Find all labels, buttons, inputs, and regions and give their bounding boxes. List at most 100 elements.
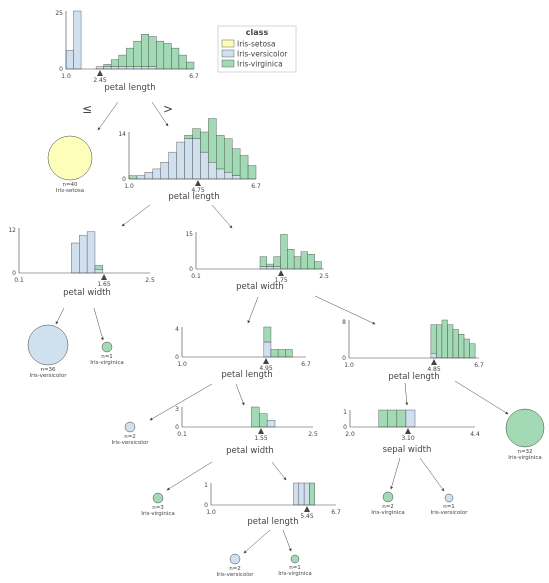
leaf-count: n=1 (289, 565, 301, 571)
x-max-tick: 6.7 (251, 183, 261, 190)
histogram-bar (266, 266, 274, 270)
leaf-circle (27, 324, 69, 366)
histogram-bar (430, 353, 437, 359)
left-split-label: ≤ (82, 102, 92, 116)
threshold-value: 5.45 (300, 513, 314, 520)
histogram-bar (251, 406, 260, 428)
y-zero-tick: 0 (343, 424, 347, 431)
threshold-marker-icon (97, 70, 103, 76)
leaf-count: n=1 (101, 354, 113, 360)
tree-edge (166, 461, 213, 491)
split-feature-label: petal width (236, 282, 284, 292)
histogram-bar (144, 172, 154, 180)
histogram-bar (160, 162, 169, 180)
legend-title: class (246, 28, 269, 37)
threshold-value: 2.45 (93, 77, 107, 84)
legend-entry-label: Iris-versicolor (237, 50, 288, 59)
histogram-bar (126, 66, 134, 70)
histogram-bar (293, 482, 300, 506)
x-max-tick: 6.7 (331, 509, 341, 516)
tree-edge (97, 101, 119, 131)
histogram-bar (285, 349, 293, 358)
leaf-circle (101, 341, 113, 353)
histogram-bar (126, 47, 134, 67)
histogram-bar (224, 138, 233, 173)
histogram-bar (216, 135, 225, 170)
tree-edge (243, 529, 271, 554)
threshold-marker-icon (258, 428, 264, 434)
histogram-bar (65, 50, 74, 70)
x-max-tick: 2.5 (319, 273, 329, 280)
x-max-tick: 2.5 (308, 431, 318, 438)
threshold-value: 4.95 (259, 365, 273, 372)
histogram-bar (314, 261, 322, 270)
histogram-bar (452, 329, 459, 359)
histogram-bar (73, 10, 82, 70)
x-min-tick: 1.0 (206, 509, 216, 516)
split-node-s7: 1 02.0 4.4 3.10 sepal width (343, 409, 480, 455)
leaf-class: Iris-versicolor (217, 572, 255, 578)
tree-edge (282, 529, 292, 552)
histogram-bar (86, 231, 96, 274)
legend-entry-label: Iris-setosa (237, 40, 276, 49)
x-min-tick: 2.0 (345, 431, 355, 438)
leaf-count: n=32 (517, 449, 532, 455)
histogram-bar (94, 265, 104, 270)
histogram-bar (266, 263, 274, 267)
leaf-class: Iris-versicolor (431, 510, 469, 516)
histogram-bar (133, 66, 142, 70)
histogram-bar (103, 64, 112, 67)
histogram-bar (118, 66, 127, 70)
legend-entry-label: Iris-virginica (237, 60, 283, 69)
histogram-bar (171, 47, 180, 70)
histogram-bar (192, 128, 201, 139)
histogram-bar (396, 409, 407, 428)
threshold-value: 3.10 (401, 435, 415, 442)
histogram-bar (216, 168, 225, 180)
x-min-tick: 0.1 (14, 277, 24, 284)
leaf-class: Iris-versicolor (112, 440, 150, 446)
histogram-bar (307, 253, 315, 270)
histogram-bar (200, 131, 209, 153)
y-zero-tick: 0 (342, 355, 346, 362)
histogram-bar (239, 155, 249, 180)
right-split-label: > (163, 102, 173, 116)
legend-swatch (221, 59, 235, 68)
histogram-bar (259, 256, 268, 267)
y-max-tick: 3 (175, 406, 179, 413)
threshold-marker-icon (405, 428, 411, 434)
y-max-tick: 1 (204, 482, 208, 489)
split-feature-label: petal width (226, 446, 274, 456)
legend-swatch (221, 49, 235, 58)
histogram-bar (200, 151, 209, 180)
histogram-bar (118, 54, 127, 67)
leaf-circle (290, 554, 300, 564)
threshold-marker-icon (278, 270, 284, 276)
y-max-tick: 15 (185, 231, 193, 238)
y-max-tick: 8 (342, 319, 346, 326)
x-min-tick: 0.1 (177, 431, 187, 438)
histogram-bar (103, 66, 112, 70)
x-min-tick: 1.0 (344, 362, 354, 369)
leaf-count: n=2 (382, 504, 394, 510)
y-max-tick: 25 (55, 10, 63, 17)
histogram-bar (293, 256, 302, 270)
histogram-bar (163, 43, 172, 70)
histogram-bar (266, 420, 276, 428)
leaf-circle (382, 491, 394, 503)
threshold-value: 1.55 (254, 435, 268, 442)
histogram-bar (71, 242, 80, 274)
tree-edge (151, 101, 169, 127)
leaf-circle (229, 553, 241, 565)
threshold-value: 1.75 (274, 277, 288, 284)
